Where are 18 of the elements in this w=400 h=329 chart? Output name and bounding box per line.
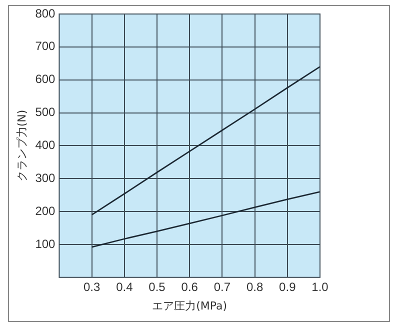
y-tick-label: 100 [35,236,56,251]
y-tick-label: 400 [35,138,56,152]
x-tick-label: 0.8 [246,280,264,294]
x-tick-label: 1.0 [312,280,329,294]
x-tick-label: 0.7 [214,280,231,294]
x-tick-label: 0.9 [279,280,296,294]
y-tick-label: 300 [35,170,56,185]
y-tick-label: 500 [35,105,56,120]
x-axis-title: エア圧力(MPa) [152,299,228,312]
x-tick-label: 0.4 [116,280,134,294]
x-tick-label: 0.5 [148,280,166,294]
x-tick-label: 0.6 [181,280,198,294]
y-axis-title: クランプ力(N) [15,110,28,182]
y-tick-label: 700 [35,39,56,54]
y-tick-label: 600 [35,72,56,86]
y-tick-label: 200 [35,204,56,218]
y-tick-label: 800 [35,6,56,20]
x-tick-label: 0.3 [83,280,100,294]
